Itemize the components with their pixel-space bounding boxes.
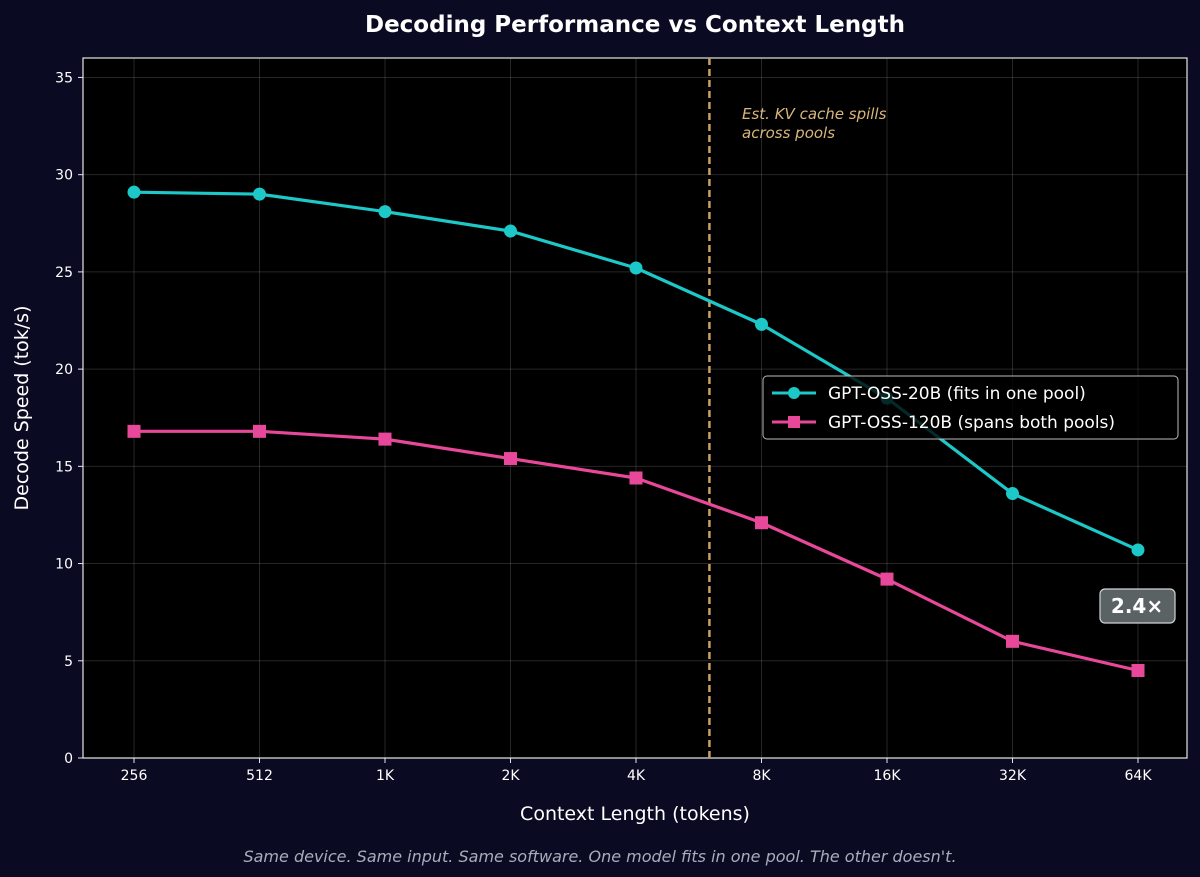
data-point-square [253, 424, 266, 438]
x-tick-label: 32K [999, 768, 1027, 784]
data-point-square [880, 572, 894, 586]
vline-note-line1: Est. KV cache spills [742, 105, 887, 123]
data-point-circle [504, 224, 517, 238]
y-tick-label: 10 [55, 557, 73, 573]
y-tick-label: 5 [64, 654, 73, 670]
data-point-circle [127, 185, 141, 199]
series-group [127, 185, 1145, 677]
data-point-square [504, 452, 517, 466]
legend: GPT-OSS-20B (fits in one pool) GPT-OSS-1… [762, 375, 1179, 440]
x-tick-label: 64K [1125, 768, 1153, 784]
ratio-badge: 2.4× [1099, 588, 1176, 624]
x-tick-label: 8K [752, 768, 771, 784]
x-tick-label: 4K [627, 768, 646, 784]
data-point-square [629, 471, 643, 485]
legend-entry-20b: GPT-OSS-20B (fits in one pool) [828, 384, 1086, 404]
data-point-square [127, 424, 141, 438]
y-tick-label: 15 [55, 459, 73, 475]
data-point-circle [629, 261, 643, 275]
x-tick-label: 1K [376, 768, 395, 784]
y-axis-label: Decode Speed (tok/s) [11, 306, 33, 511]
legend-marker-circle [788, 387, 800, 399]
x-tick-label: 2K [501, 768, 520, 784]
caption: Same device. Same input. Same software. … [243, 847, 956, 866]
y-tick-label: 0 [64, 751, 73, 767]
y-tick-label: 25 [55, 265, 73, 281]
x-tick-label: 16K [874, 768, 902, 784]
y-tick-label: 20 [55, 362, 73, 378]
legend-entry-120b: GPT-OSS-120B (spans both pools) [828, 413, 1115, 433]
data-point-circle [378, 205, 392, 219]
ticks: 256 512 1K 2K 4K 8K 16K 32K 64K 0 5 10 15 20 25 30 35 [55, 70, 1152, 784]
x-tick-label: 256 [121, 768, 148, 784]
data-point-circle [1006, 487, 1019, 501]
ratio-badge-text: 2.4× [1111, 594, 1163, 618]
data-point-circle [253, 187, 266, 201]
data-point-square [378, 432, 392, 446]
grid [83, 58, 1187, 759]
data-point-circle [1131, 543, 1145, 557]
x-tick-label: 512 [246, 768, 273, 784]
data-point-square [1006, 634, 1019, 648]
data-point-square [1131, 664, 1145, 677]
x-axis-label: Context Length (tokens) [520, 803, 750, 825]
y-tick-label: 30 [55, 168, 73, 184]
data-point-square [755, 516, 768, 530]
chart-title: Decoding Performance vs Context Length [365, 12, 905, 38]
y-tick-label: 35 [55, 70, 73, 86]
legend-marker-square [788, 416, 800, 428]
vline-note-line2: across pools [742, 124, 835, 142]
data-point-circle [755, 317, 768, 331]
